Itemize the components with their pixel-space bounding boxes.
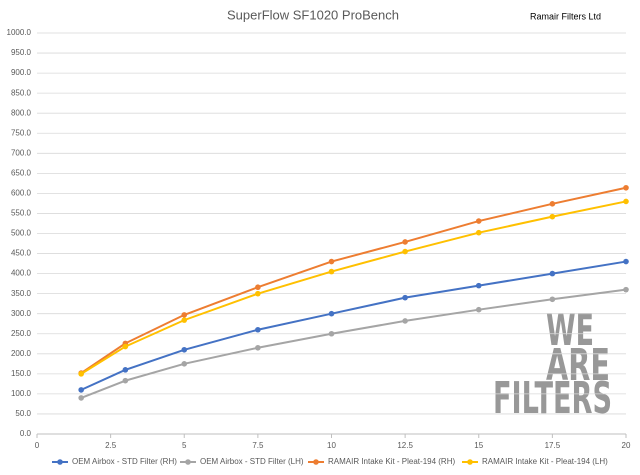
data-point (255, 344, 261, 351)
y-tick-label: 550.0 (11, 209, 32, 218)
data-point (328, 310, 335, 317)
legend-item: OEM Airbox - STD Filter (RH) (52, 457, 177, 466)
data-point (402, 294, 408, 301)
data-point (78, 387, 84, 393)
legend-marker (467, 459, 473, 465)
chart-title: SuperFlow SF1020 ProBench (227, 7, 399, 22)
y-tick-label: 850.0 (11, 88, 32, 97)
y-tick-label: 200.0 (11, 349, 32, 358)
y-tick-label: 800.0 (11, 108, 32, 117)
watermark: FILTERS (493, 373, 612, 424)
legend-marker (57, 459, 63, 465)
data-point (181, 346, 188, 353)
data-point (623, 184, 629, 191)
grid (37, 32, 626, 435)
y-tick-label: 450.0 (11, 249, 32, 258)
data-point (328, 268, 335, 275)
data-point (328, 258, 335, 265)
y-tick-label: 400.0 (11, 269, 32, 278)
data-point (78, 371, 84, 377)
data-point (328, 330, 335, 337)
y-tick-label: 600.0 (11, 189, 32, 198)
legend-label: RAMAIR Intake Kit - Pleat-194 (LH) (482, 457, 608, 466)
y-tick-label: 250.0 (11, 329, 32, 338)
data-point (475, 218, 482, 224)
data-point (181, 361, 188, 367)
data-point (255, 326, 261, 333)
legend-marker (185, 459, 191, 465)
data-point (122, 367, 129, 373)
y-tick-label: 650.0 (11, 168, 32, 177)
x-tick-label: 10 (327, 441, 336, 450)
data-point (122, 377, 129, 384)
data-point (549, 213, 556, 220)
x-tick-label: 15 (474, 441, 483, 450)
x-tick-label: 0 (35, 441, 40, 450)
data-point (623, 258, 629, 265)
legend-item: RAMAIR Intake Kit - Pleat-194 (RH) (308, 457, 455, 466)
data-point (181, 312, 188, 318)
data-point (402, 318, 408, 324)
legend-label: OEM Airbox - STD Filter (LH) (200, 457, 304, 466)
x-tick-label: 12.5 (397, 441, 413, 450)
y-tick-label: 1000.0 (7, 28, 32, 37)
data-point (402, 248, 408, 255)
watermark: ARE (546, 340, 610, 391)
x-tick-label: 5 (182, 441, 187, 450)
x-tick-label: 20 (622, 441, 631, 450)
data-point (475, 229, 482, 236)
legend-label: RAMAIR Intake Kit - Pleat-194 (RH) (328, 457, 455, 466)
brand: Ramair Filters Ltd (530, 11, 601, 21)
y-tick-label: 0.0 (20, 429, 32, 438)
x-tick-label: 17.5 (545, 441, 561, 450)
y-tick-label: 700.0 (11, 148, 32, 157)
x-tick-label: 2.5 (105, 441, 117, 450)
data-point (623, 198, 629, 205)
legend-item: OEM Airbox - STD Filter (LH) (180, 457, 304, 466)
data-point (122, 343, 129, 350)
data-point (549, 201, 556, 207)
legend-marker (313, 459, 319, 465)
legend-item: RAMAIR Intake Kit - Pleat-194 (LH) (462, 457, 608, 466)
y-tick-label: 50.0 (15, 409, 31, 418)
legend-label: OEM Airbox - STD Filter (RH) (72, 457, 177, 466)
data-point (549, 296, 556, 303)
data-point (181, 317, 188, 323)
data-point (78, 395, 84, 401)
y-tick-label: 300.0 (11, 309, 32, 318)
y-tick-label: 500.0 (11, 229, 32, 238)
y-tick-label: 350.0 (11, 289, 32, 298)
y-tick-label: 750.0 (11, 128, 32, 137)
data-point (255, 290, 261, 297)
data-point (549, 270, 556, 277)
data-point (475, 306, 482, 313)
series-line (80, 200, 627, 375)
data-point (255, 284, 261, 291)
data-point (623, 286, 629, 293)
y-tick-label: 150.0 (11, 369, 32, 378)
y-tick-label: 100.0 (11, 389, 32, 398)
y-tick-label: 900.0 (11, 68, 32, 77)
x-tick-label: 7.5 (252, 441, 264, 450)
data-point (475, 282, 482, 289)
data-point (402, 239, 408, 245)
series-line (80, 186, 627, 374)
y-tick-label: 950.0 (11, 48, 32, 57)
